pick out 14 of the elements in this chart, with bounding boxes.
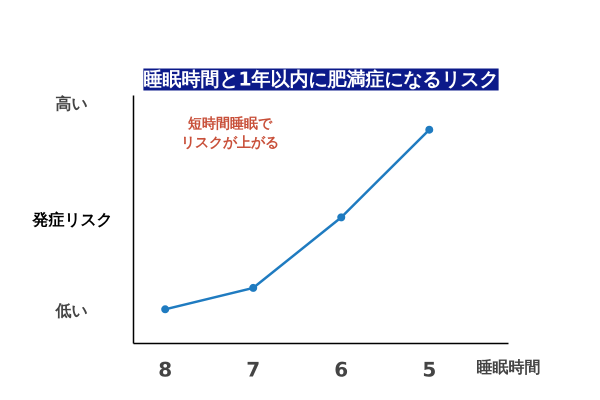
point xyxy=(425,126,434,134)
x-tick-label: 5 xyxy=(422,358,436,382)
y-axis-title: 発症リスク xyxy=(32,210,112,229)
point xyxy=(249,284,258,292)
chart-title: 睡眠時間と1年以内に肥満症になるリスク xyxy=(143,68,499,90)
x-tick-label: 6 xyxy=(334,358,348,382)
x-axis-title: 睡眠時間 xyxy=(476,358,540,376)
text: 低い xyxy=(54,301,88,320)
point xyxy=(161,305,170,314)
text: 高い xyxy=(56,94,88,113)
annotation: 短時間睡眠でリスクが上がる xyxy=(181,116,280,152)
point xyxy=(337,213,346,222)
x-tick-label: 8 xyxy=(158,358,172,382)
x-tick-label: 7 xyxy=(246,358,260,382)
